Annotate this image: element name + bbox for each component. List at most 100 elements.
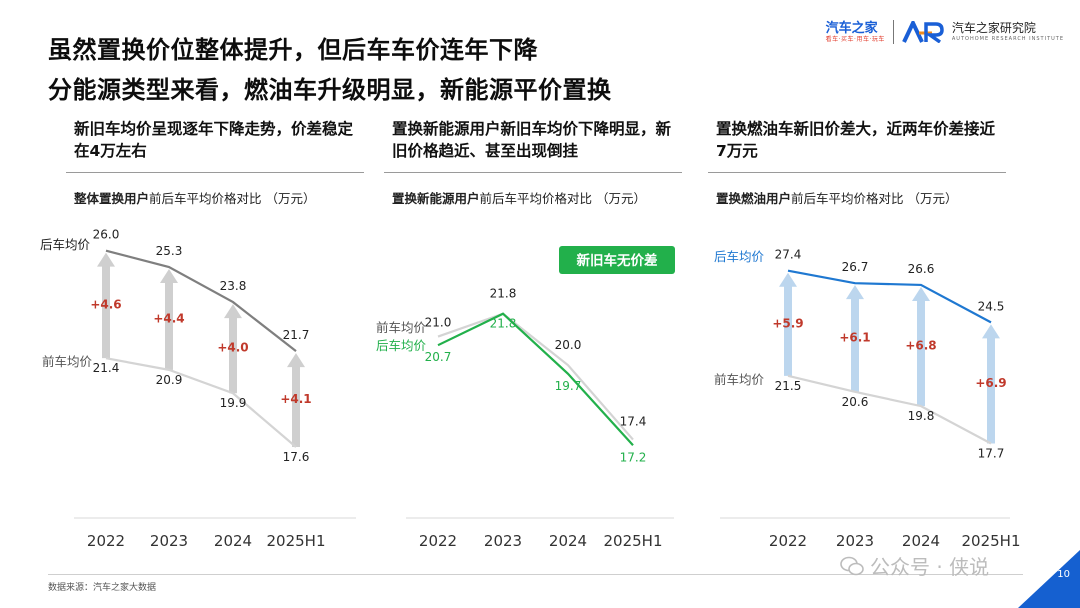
panel-overall: 新旧车均价呈现逐年下降走势，价差稳定在4万左右 整体置换用户前后车平均价格对比 …: [40, 118, 376, 558]
series-label: 前车均价: [376, 320, 427, 335]
data-label: 17.6: [283, 450, 310, 464]
x-tick-label: 2023: [150, 532, 188, 550]
data-label: 27.4: [775, 248, 802, 262]
x-tick-label: 2024: [902, 532, 940, 550]
series-label: 前车均价: [714, 372, 765, 387]
institute-name: 汽车之家研究院 AUTOHOME RESEARCH INSTITUTE: [952, 22, 1064, 42]
subtitle-highlight: 置换新能源用户: [392, 191, 480, 206]
footer-divider: [48, 574, 1023, 575]
difference-arrow: [982, 324, 1000, 444]
brand-logo: 汽车之家 看车·买车·用车·玩车 汽车之家研究院 AUTOHOME RESEAR…: [826, 20, 1064, 44]
data-label: 23.8: [220, 279, 247, 293]
data-label: 20.0: [555, 338, 582, 352]
panel-heading: 置换燃油车新旧价差大，近两年价差接近7万元: [716, 120, 996, 160]
series-line: [787, 269, 992, 324]
chart-subtitle: 置换新能源用户前后车平均价格对比 （万元）: [392, 188, 646, 207]
series-line: [437, 312, 634, 441]
price-comparison-chart-nev: 2022 2023 2024 2025H1 21.0 21.8 20.0 17.4 20.7 21…: [376, 246, 675, 550]
difference-arrow: [287, 353, 305, 447]
page-corner-decoration: [1018, 550, 1080, 608]
series-line: [787, 374, 992, 445]
x-tick-label: 2025H1: [267, 532, 326, 550]
series-label: 后车均价: [714, 249, 765, 264]
difference-label: +4.1: [280, 392, 311, 406]
panel-divider: [66, 172, 364, 173]
data-label: 20.6: [842, 395, 869, 409]
institute-name-cn: 汽车之家研究院: [951, 21, 1036, 35]
subtitle-highlight: 整体置换用户: [74, 191, 150, 206]
x-tick-label: 2022: [419, 532, 457, 550]
difference-arrow: [846, 285, 864, 392]
difference-arrow: [912, 286, 930, 407]
difference-label: +4.4: [153, 311, 184, 325]
page-number: 10: [1057, 569, 1070, 580]
data-label: 26.0: [93, 228, 120, 242]
chart-subtitle: 整体置换用户前后车平均价格对比 （万元）: [74, 188, 316, 207]
watermark-text: 公众号 · 侠说: [870, 555, 990, 579]
chart-subtitle: 置换燃油用户前后车平均价格对比 （万元）: [716, 188, 958, 207]
panel-heading: 新旧车均价呈现逐年下降走势，价差稳定在4万左右: [74, 120, 354, 160]
price-comparison-chart-overall: 2022 2023 2024 2025H1 +4.6 +4.4 +4.0 +4.1 26.0 25…: [40, 228, 356, 550]
series-label: 后车均价: [40, 237, 91, 252]
subtitle-text: 前后车平均价格对比 （万元）: [149, 191, 316, 206]
x-tick-label: 2022: [87, 532, 125, 550]
ar-logo-icon: [902, 21, 944, 43]
series-line: [105, 249, 297, 353]
series-label: 前车均价: [42, 354, 93, 369]
x-tick-label: 2025H1: [604, 532, 663, 550]
x-tick-label: 2022: [769, 532, 807, 550]
difference-label: +6.9: [975, 376, 1006, 390]
page-title-line-1: 虽然置换价位整体提升，但后车车价连年下降: [48, 36, 538, 64]
x-tick-label: 2024: [549, 532, 587, 550]
data-label: 19.7: [555, 379, 582, 393]
data-label: 21.0: [425, 316, 452, 330]
x-tick-label: 2025H1: [962, 532, 1021, 550]
wechat-icon: [840, 556, 864, 575]
subtitle-text: 前后车平均价格对比 （万元）: [791, 191, 958, 206]
difference-arrow: [97, 252, 115, 359]
autohome-logo-slogan: 看车·买车·用车·玩车: [825, 35, 885, 43]
subtitle-highlight: 置换燃油用户: [716, 191, 792, 206]
panel-nev: 置换新能源用户新旧车均价下降明显，新旧价格趋近、甚至出现倒挂 置换新能源用户前后…: [376, 118, 694, 558]
data-label: 26.7: [842, 260, 869, 274]
data-label: 21.8: [490, 317, 517, 331]
x-tick-label: 2024: [214, 532, 252, 550]
data-label: 17.2: [620, 450, 647, 464]
difference-label: +4.6: [90, 297, 121, 311]
data-label: 21.8: [490, 287, 517, 301]
autohome-logo-name: 汽车之家: [825, 20, 878, 36]
difference-arrow: [779, 272, 797, 376]
page-title-line-2: 分能源类型来看，燃油车升级明显，新能源平价置换: [48, 76, 612, 104]
data-label: 21.7: [283, 328, 310, 342]
difference-label: +4.0: [217, 341, 248, 355]
series-line: [105, 357, 297, 448]
data-label: 19.9: [220, 396, 247, 410]
watermark: 公众号 · 侠说: [840, 551, 989, 580]
badge-label: 新旧车无价差: [577, 252, 658, 269]
data-label: 25.3: [156, 244, 183, 258]
x-tick-label: 2023: [484, 532, 522, 550]
panel-fuel: 置换燃油车新旧价差大，近两年价差接近7万元 置换燃油用户前后车平均价格对比 （万…: [700, 118, 1021, 558]
panel-heading: 置换新能源用户新旧车均价下降明显，新旧价格趋近、甚至出现倒挂: [392, 120, 672, 160]
institute-name-en: AUTOHOME RESEARCH INSTITUTE: [951, 36, 1064, 42]
difference-arrow: [224, 304, 242, 394]
price-comparison-chart-fuel: 2022 2023 2024 2025H1 +5.9 +6.1 +6.8 +6.9 27.4 26…: [714, 248, 1021, 550]
panel-divider: [708, 172, 1006, 173]
data-label: 21.5: [775, 379, 802, 393]
data-label: 26.6: [908, 262, 935, 276]
data-label: 21.4: [93, 361, 120, 375]
data-label: 17.4: [620, 415, 647, 429]
data-label: 20.9: [156, 373, 183, 387]
series-line: [437, 312, 634, 447]
difference-label: +6.8: [905, 339, 936, 353]
panel-divider: [384, 172, 682, 173]
data-label: 24.5: [978, 299, 1005, 313]
data-source: 数据来源：汽车之家大数据: [48, 583, 157, 593]
subtitle-text: 前后车平均价格对比 （万元）: [479, 191, 646, 206]
data-label: 20.7: [425, 350, 452, 364]
series-label: 后车均价: [376, 338, 427, 353]
autohome-logo: 汽车之家 看车·买车·用车·玩车: [826, 22, 885, 43]
difference-arrow: [160, 269, 178, 370]
data-label: 17.7: [978, 447, 1005, 461]
data-label: 19.8: [908, 409, 935, 423]
